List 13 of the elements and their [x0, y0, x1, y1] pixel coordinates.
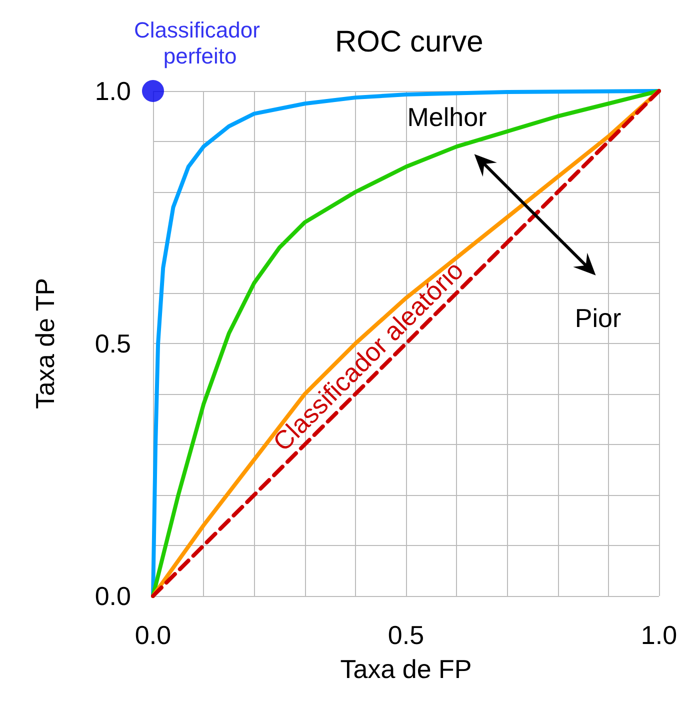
x-tick-label: 0.0	[134, 620, 172, 650]
line-series	[151, 89, 661, 598]
y-tick-label: 1.0	[94, 76, 131, 106]
y-tick-label: 0.5	[94, 328, 131, 358]
annotation: Melhor	[407, 102, 488, 132]
annotation: Pior	[574, 303, 622, 333]
chart-title: ROC curve	[335, 26, 484, 58]
series-label: Classificador perfeito	[134, 18, 260, 68]
x-axis-title: Taxa de FP	[340, 654, 472, 684]
x-tick-label: 1.0	[640, 620, 678, 650]
y-tick-label: 0.0	[94, 581, 131, 611]
x-tick-label: 0.5	[388, 620, 424, 650]
y-axis-title: Taxa de TP	[30, 278, 60, 410]
